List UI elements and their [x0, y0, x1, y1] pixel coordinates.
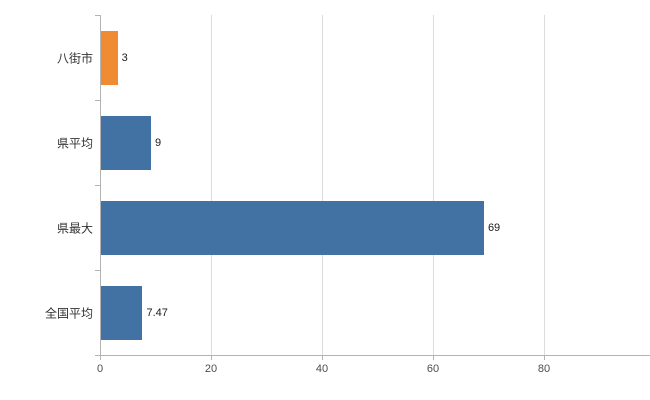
x-gridline: [544, 15, 545, 355]
x-axis-tick: [544, 355, 545, 360]
x-tick-label: 60: [426, 363, 440, 375]
x-axis-tick: [211, 355, 212, 360]
y-axis-line: [100, 15, 101, 356]
x-axis-tick: [433, 355, 434, 360]
y-axis-tick: [95, 185, 100, 186]
y-axis-tick: [95, 270, 100, 271]
x-gridline: [433, 15, 434, 355]
x-tick-label: 80: [537, 363, 551, 375]
y-axis-tick: [95, 355, 100, 356]
bar-3: [101, 200, 484, 255]
y-axis-tick: [95, 15, 100, 16]
x-tick-label: 40: [315, 363, 329, 375]
bar-4: [101, 285, 143, 340]
bar-2: [101, 115, 151, 170]
category-label: 県最大: [56, 221, 93, 235]
x-gridline: [211, 15, 212, 355]
bar-value-label: 69: [487, 221, 501, 234]
x-tick-label: 0: [96, 363, 104, 375]
x-tick-label: 20: [204, 363, 218, 375]
y-axis-tick: [95, 100, 100, 101]
bar-1: [101, 30, 118, 85]
x-axis-tick: [322, 355, 323, 360]
bar-value-label: 9: [154, 136, 162, 149]
bar-value-label: 7.47: [146, 306, 168, 319]
x-axis-tick: [100, 355, 101, 360]
bar-value-label: 3: [121, 51, 128, 64]
x-gridline: [322, 15, 323, 355]
category-label: 全国平均: [44, 306, 93, 320]
x-axis-line: [100, 355, 650, 356]
category-label: 八街市: [56, 51, 93, 65]
category-label: 県平均: [56, 136, 93, 150]
